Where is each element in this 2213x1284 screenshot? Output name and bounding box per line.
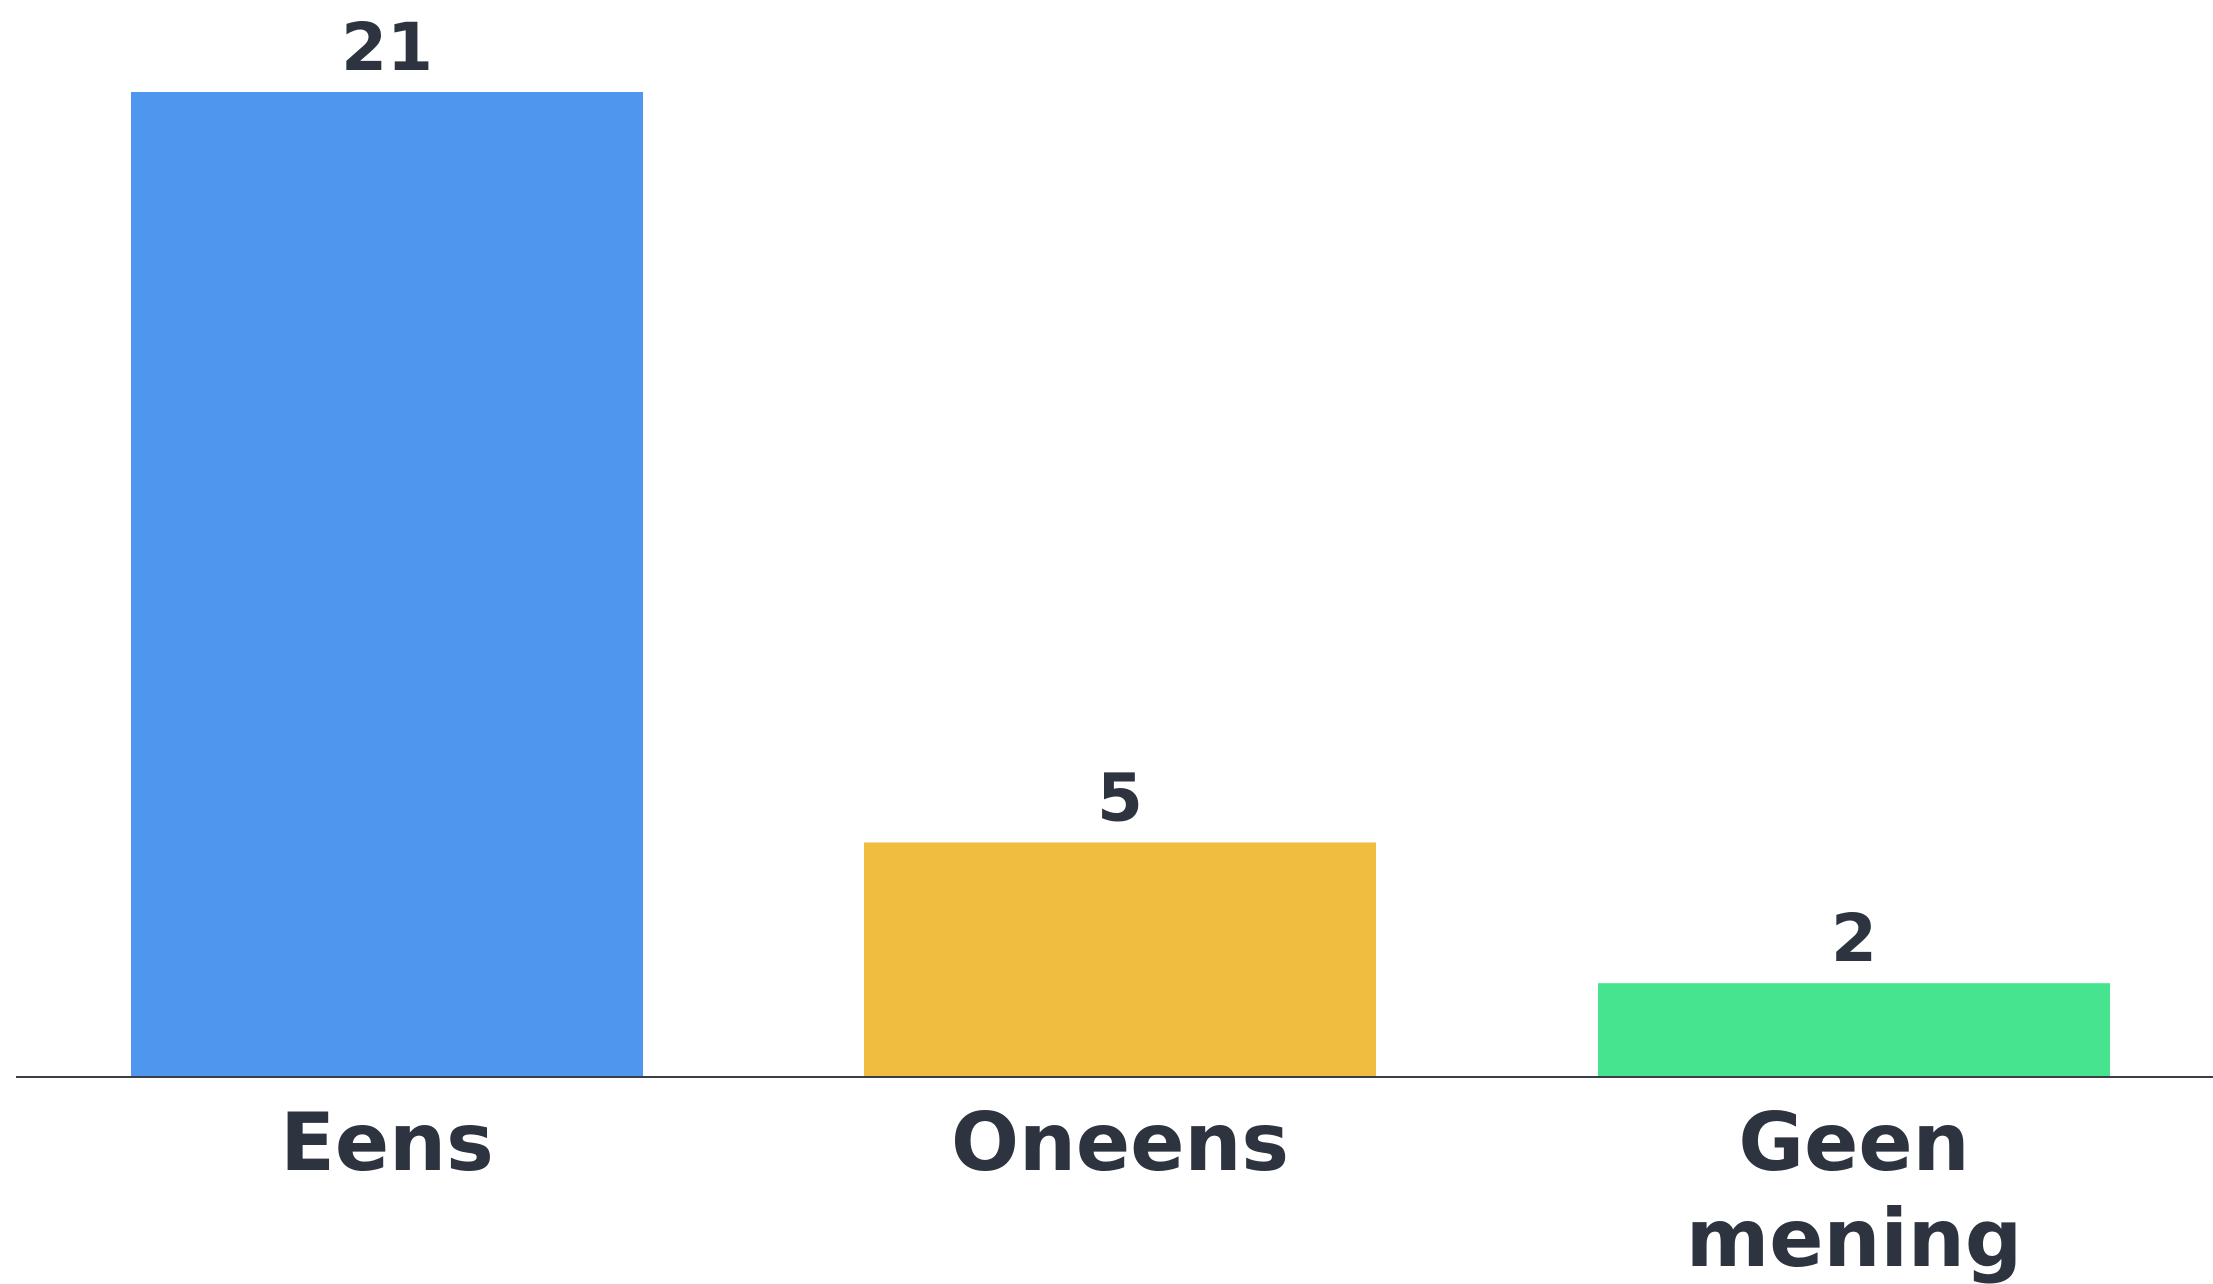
bar-geen-mening [1598,983,2110,1077]
labels-group: 21 Eens 5 Oneens 2 Geen mening [280,9,2022,1284]
data-label-oneens: 5 [1097,759,1143,836]
data-label-geen-mening: 2 [1831,900,1877,977]
tick-label-geen-mening: Geen mening [1686,1096,2022,1284]
tick-label-eens: Eens [280,1096,493,1189]
bar-eens [131,92,643,1077]
tick-label-oneens: Oneens [951,1096,1289,1189]
bars-group [131,92,2110,1077]
bar-oneens [864,842,1376,1077]
data-label-eens: 21 [341,9,433,86]
